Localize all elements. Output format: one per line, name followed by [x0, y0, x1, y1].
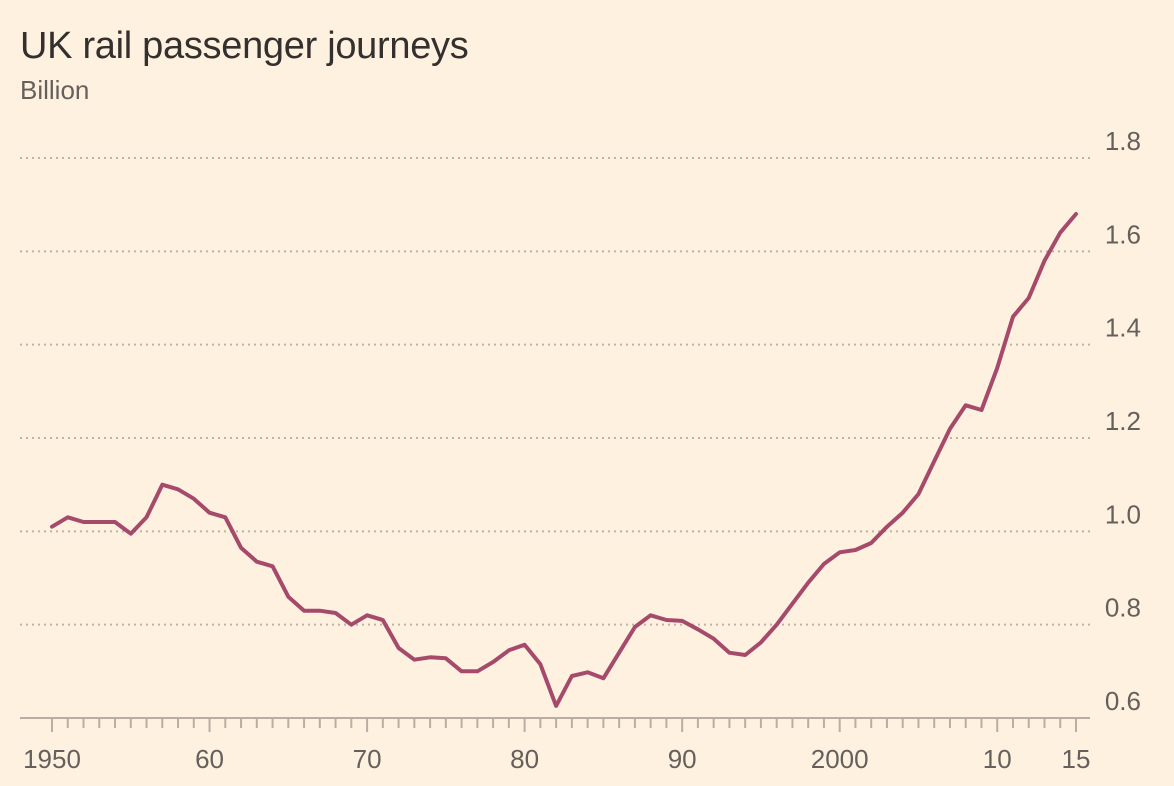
- x-tick-label: 60: [195, 744, 224, 774]
- series-layer: [50, 212, 1078, 708]
- y-tick-label: 1.0: [1105, 499, 1141, 529]
- chart-subtitle: Billion: [20, 75, 90, 105]
- y-tick-label: 1.2: [1105, 406, 1141, 436]
- x-tick-label: 15: [1062, 744, 1091, 774]
- y-axis-tick-labels: 0.6 0.8 1.0 1.2 1.4 1.6 1.8: [1105, 126, 1141, 716]
- gridlines: [20, 157, 1090, 626]
- chart-title: UK rail passenger journeys: [20, 25, 469, 67]
- x-axis: 1950 60 70 80 90 2000 10 15: [20, 717, 1091, 774]
- y-tick-label: 1.8: [1105, 126, 1141, 156]
- y-tick-label: 0.6: [1105, 686, 1141, 716]
- x-tick-label: 90: [668, 744, 697, 774]
- x-tick-label: 2000: [811, 744, 869, 774]
- x-tick-label: 1950: [23, 744, 81, 774]
- x-tick-label: 70: [353, 744, 382, 774]
- y-tick-label: 1.4: [1105, 313, 1141, 343]
- x-tick-label: 10: [983, 744, 1012, 774]
- series-line: [50, 212, 1078, 708]
- x-tick-label: 80: [510, 744, 539, 774]
- y-tick-label: 0.8: [1105, 593, 1141, 623]
- y-tick-label: 1.6: [1105, 219, 1141, 249]
